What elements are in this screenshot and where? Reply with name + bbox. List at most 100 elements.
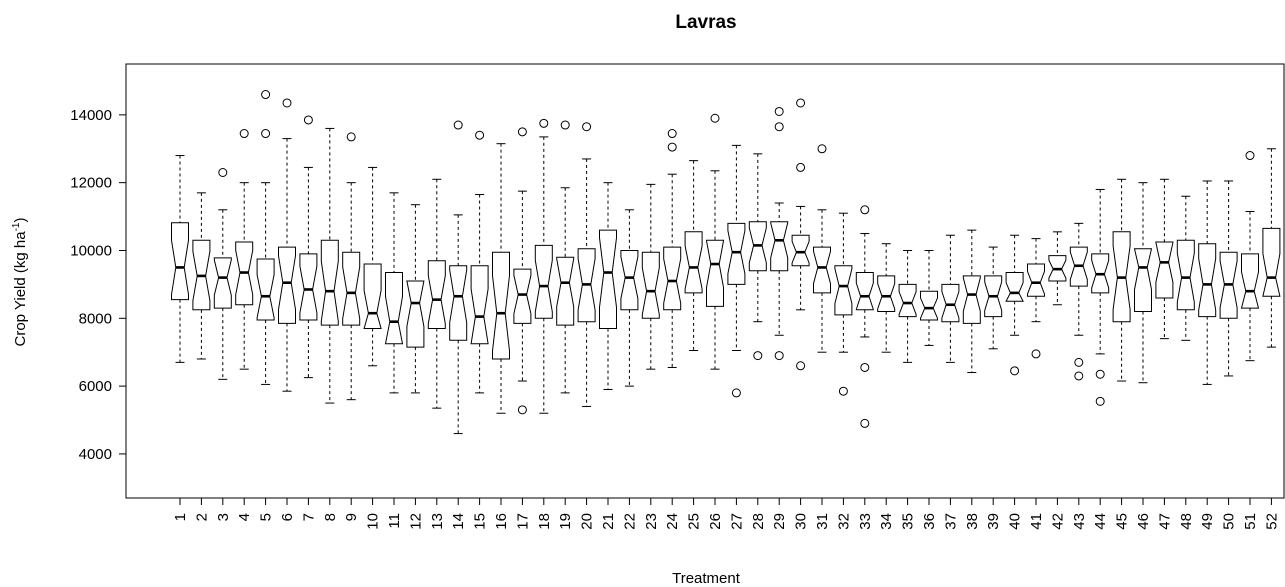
x-tick-label: 17: [514, 513, 531, 530]
notched-box: [791, 234, 810, 267]
box-36: [920, 249, 938, 346]
y-axis-label-superscript: -1: [11, 222, 22, 231]
x-tick-label: 29: [771, 513, 788, 530]
box-group: [171, 90, 1281, 435]
outlier-point: [731, 388, 741, 398]
x-tick-label: 45: [1114, 513, 1131, 530]
outlier-point: [796, 98, 806, 108]
outlier-point: [1074, 357, 1084, 367]
x-tick-label: 4: [236, 513, 253, 521]
box-6: [278, 98, 296, 392]
notched-box: [855, 272, 874, 311]
x-tick-label: 47: [1156, 513, 1173, 530]
box-4: [235, 129, 254, 370]
notched-box: [406, 280, 425, 348]
box-35: [898, 249, 917, 363]
x-tick-label: 6: [279, 513, 296, 521]
outlier-point: [838, 386, 848, 396]
box-21: [599, 182, 617, 390]
box-11: [384, 192, 404, 394]
x-tick-label: 39: [985, 513, 1002, 530]
outlier-point: [1245, 151, 1255, 161]
box-26: [706, 113, 724, 370]
x-tick-label: 13: [429, 513, 446, 530]
outlier-point: [667, 129, 677, 139]
notched-box: [534, 244, 553, 319]
box-42: [1048, 231, 1067, 306]
notched-box: [320, 239, 339, 326]
y-tick-label: 10000: [70, 242, 112, 259]
box-49: [1198, 180, 1217, 385]
notched-box: [663, 246, 682, 311]
outlier-point: [1031, 349, 1041, 359]
notched-box: [641, 251, 660, 319]
notched-box: [171, 222, 189, 301]
notched-box: [920, 290, 938, 321]
notched-box: [599, 229, 617, 329]
x-tick-label: 41: [1028, 513, 1045, 530]
y-axis-label-main: Crop Yield (kg ha: [12, 231, 29, 347]
y-tick-label: 12000: [70, 175, 112, 192]
notched-box: [342, 251, 361, 326]
y-axis: 4000 6000 8000 10000 12000 14000: [70, 107, 127, 463]
notched-box: [1133, 248, 1153, 312]
box-14: [449, 120, 468, 435]
box-2: [192, 192, 211, 360]
notched-box: [813, 246, 831, 294]
box-32: [834, 212, 853, 396]
box-17: [513, 127, 532, 415]
notched-box: [513, 268, 532, 324]
box-20: [577, 122, 596, 407]
box-24: [663, 129, 682, 368]
x-tick-label: 1: [172, 513, 189, 521]
plot-frame: [125, 63, 1285, 499]
notched-box: [1176, 239, 1195, 311]
x-axis-label: Treatment: [672, 570, 741, 587]
box-48: [1176, 195, 1195, 341]
x-tick-label: 11: [386, 513, 403, 529]
x-axis: 1 2 3 4 5 6 7 8 9 10 11 12 13 14 15 16 17 18 19 20 21 22 23 24 2…: [172, 497, 1280, 530]
box-29: [770, 106, 789, 361]
outlier-point: [218, 168, 228, 177]
x-tick-label: 35: [900, 513, 917, 530]
box-52: [1262, 148, 1281, 348]
box-41: [1027, 238, 1045, 359]
x-tick-label: 23: [643, 513, 660, 530]
outlier-point: [239, 129, 249, 139]
notched-box: [962, 275, 981, 324]
outlier-point: [774, 122, 784, 132]
y-tick-label: 14000: [70, 107, 112, 124]
notched-box: [492, 251, 510, 360]
x-tick-label: 24: [664, 513, 681, 530]
box-7: [299, 115, 318, 379]
x-tick-label: 10: [365, 513, 382, 530]
y-axis-label-end: ): [12, 218, 29, 223]
box-51: [1240, 151, 1260, 362]
x-tick-label: 20: [579, 513, 596, 530]
notched-box: [1198, 243, 1217, 318]
notched-box: [941, 283, 960, 323]
x-tick-label: 26: [707, 513, 724, 530]
outlier-point: [475, 130, 485, 140]
notched-box: [427, 260, 446, 329]
notched-box: [898, 283, 917, 318]
box-15: [470, 130, 489, 394]
outlier-point: [796, 162, 806, 172]
outlier-point: [817, 144, 827, 154]
box-38: [962, 229, 981, 374]
y-tick-label: 8000: [79, 310, 112, 327]
x-tick-label: 18: [536, 513, 553, 530]
outlier-point: [261, 129, 271, 139]
x-tick-label: 5: [258, 513, 275, 521]
x-tick-label: 8: [322, 513, 339, 521]
notched-box: [770, 221, 789, 272]
box-5: [256, 90, 275, 385]
outlier-point: [1074, 371, 1084, 381]
notched-box: [470, 265, 489, 345]
outlier-point: [860, 418, 870, 428]
x-tick-label: 19: [557, 513, 574, 530]
x-tick-label: 12: [407, 513, 424, 530]
notched-box: [384, 272, 404, 345]
outlier-point: [303, 115, 313, 125]
notched-box: [1005, 272, 1024, 302]
